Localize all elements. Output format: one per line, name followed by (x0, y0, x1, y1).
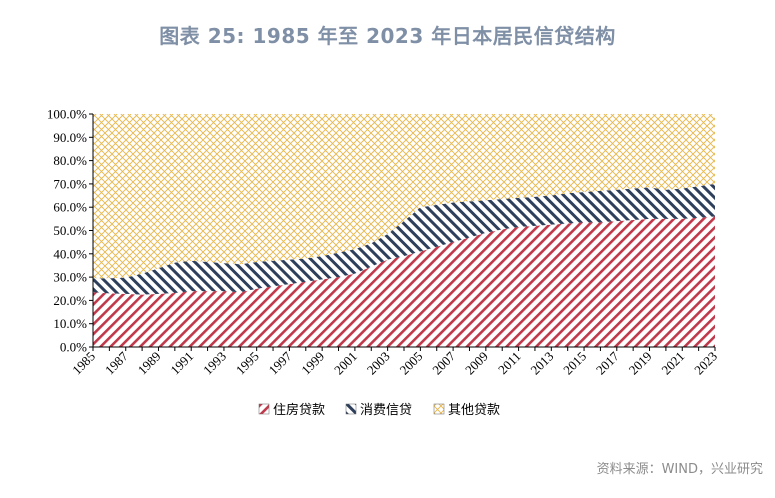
x-tick-label: 2001 (331, 349, 360, 378)
chart-title: 图表 25: 1985 年至 2023 年日本居民信贷结构 (159, 24, 616, 48)
x-tick-label: 2021 (658, 349, 687, 378)
source-note: 资料来源：WIND，兴业研究 (596, 462, 763, 477)
x-tick-label: 1989 (135, 349, 164, 378)
y-tick-label: 90.0% (53, 130, 87, 145)
series-area-1 (93, 183, 715, 295)
legend-swatch-2 (433, 403, 445, 415)
x-tick-label: 1991 (167, 349, 196, 378)
legend-label-0: 住房贷款 (273, 402, 325, 418)
x-tick-label: 2003 (364, 349, 393, 378)
y-tick-label: 60.0% (53, 200, 87, 215)
y-tick-label: 30.0% (53, 270, 87, 285)
x-tick-label: 2019 (626, 349, 655, 378)
x-tick-label: 2007 (429, 348, 458, 377)
x-tick-label: 1995 (233, 349, 262, 378)
x-tick-label: 1993 (200, 349, 229, 378)
x-tick-label: 1987 (102, 348, 131, 377)
x-tick-label: 2013 (527, 349, 556, 378)
y-tick-label: 100.0% (47, 107, 87, 122)
y-tick-label: 40.0% (53, 246, 87, 261)
x-tick-label: 2011 (495, 349, 524, 378)
y-tick-label: 0.0% (60, 340, 87, 355)
y-tick-label: 80.0% (53, 153, 87, 168)
legend-label-2: 其他贷款 (448, 403, 500, 418)
y-tick-label: 10.0% (53, 316, 87, 331)
legend-swatch-1 (345, 403, 357, 415)
x-tick-label: 1999 (298, 349, 327, 378)
legend-label-1: 消费信贷 (360, 403, 412, 418)
y-tick-label: 20.0% (53, 293, 87, 308)
x-tick-label: 2009 (462, 349, 491, 378)
x-tick-label: 1997 (266, 348, 295, 377)
x-tick-label: 2017 (593, 348, 622, 377)
y-tick-label: 70.0% (53, 176, 87, 191)
y-tick-label: 50.0% (53, 223, 87, 238)
x-tick-label: 2023 (691, 349, 720, 378)
x-tick-label: 2015 (560, 349, 589, 378)
series-area-0 (93, 216, 715, 347)
legend-swatch-0 (258, 403, 270, 415)
x-tick-label: 2005 (396, 349, 425, 378)
series-area-2 (93, 114, 715, 279)
